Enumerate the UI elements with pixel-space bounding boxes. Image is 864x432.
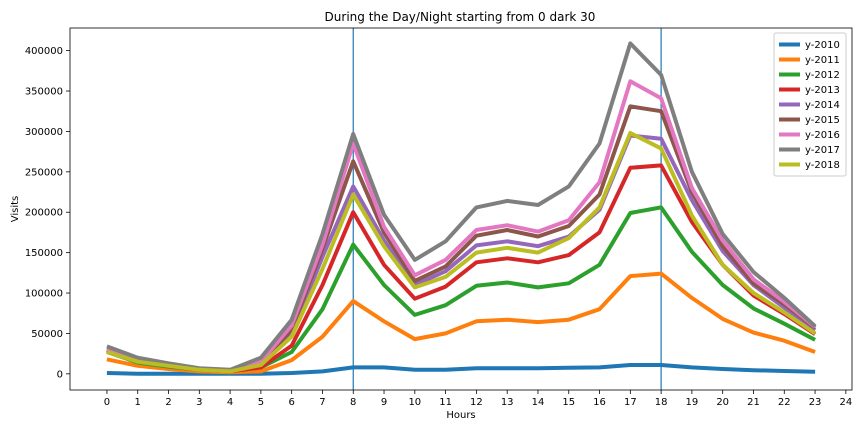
y-tick-label: 100000	[25, 289, 63, 300]
y-axis: 0 50000 100000 150000 200000 250000 300000 3500…	[25, 46, 70, 380]
x-tick-label: 3	[196, 397, 202, 408]
legend-label-y-2012: y-2012	[805, 70, 840, 81]
y-tick-label: 200000	[25, 208, 63, 219]
x-axis-title: Hours	[446, 410, 475, 421]
y-tick-label: 300000	[25, 127, 63, 138]
legend-label-y-2018: y-2018	[805, 160, 840, 171]
x-tick-label: 24	[839, 397, 852, 408]
x-tick-label: 8	[350, 397, 356, 408]
legend-label-y-2013: y-2013	[805, 85, 840, 96]
chart-title: During the Day/Night starting from 0 dar…	[325, 10, 596, 24]
y-axis-title: Visits	[10, 196, 21, 223]
x-axis: 0 1 2 3 4 5 6 7 8 9 10 11 12 13 14 15 16 17 18 19 20 21 22 23 24	[104, 390, 852, 408]
legend-box	[773, 32, 847, 177]
x-tick-label: 15	[562, 397, 575, 408]
x-tick-label: 11	[439, 397, 452, 408]
legend-label-y-2011: y-2011	[805, 55, 840, 66]
x-tick-label: 1	[135, 397, 141, 408]
reference-lines	[352, 28, 662, 390]
x-tick-label: 18	[655, 397, 668, 408]
legend-label-y-2015: y-2015	[805, 115, 840, 126]
x-tick-label: 21	[747, 397, 760, 408]
series-line-y-2015	[106, 104, 817, 373]
x-tick-label: 4	[227, 397, 233, 408]
y-tick-label: 400000	[25, 46, 63, 57]
x-tick-label: 22	[778, 397, 791, 408]
x-tick-label: 20	[716, 397, 729, 408]
x-tick-label: 14	[532, 397, 545, 408]
y-tick-label: 150000	[25, 248, 63, 259]
legend-label-y-2014: y-2014	[805, 100, 840, 111]
legend-label-y-2017: y-2017	[805, 145, 840, 156]
series-line-y-2017	[106, 41, 817, 372]
series-lines	[106, 41, 817, 376]
y-tick-label: 50000	[31, 329, 63, 340]
x-tick-label: 2	[165, 397, 171, 408]
x-tick-label: 19	[686, 397, 699, 408]
x-tick-label: 9	[381, 397, 387, 408]
legend-label-y-2016: y-2016	[805, 130, 840, 141]
x-tick-label: 12	[470, 397, 483, 408]
x-tick-label: 5	[258, 397, 264, 408]
x-tick-label: 23	[809, 397, 822, 408]
x-tick-label: 16	[593, 397, 606, 408]
y-tick-label: 350000	[25, 87, 63, 98]
x-tick-label: 0	[104, 397, 110, 408]
y-tick-label: 0	[57, 369, 63, 380]
x-tick-label: 13	[501, 397, 514, 408]
series-line-y-2011	[106, 271, 816, 375]
x-tick-label: 17	[624, 397, 637, 408]
y-tick-label: 250000	[25, 167, 63, 178]
plot-frame	[69, 27, 853, 391]
x-tick-label: 7	[319, 397, 325, 408]
x-tick-label: 10	[408, 397, 421, 408]
legend: y-2010 y-2011 y-2012 y-2013 y-2014 y-2015 y-20…	[773, 32, 847, 177]
series-line-y-2018	[106, 131, 817, 374]
x-tick-label: 6	[288, 397, 294, 408]
legend-label-y-2010: y-2010	[805, 40, 840, 51]
